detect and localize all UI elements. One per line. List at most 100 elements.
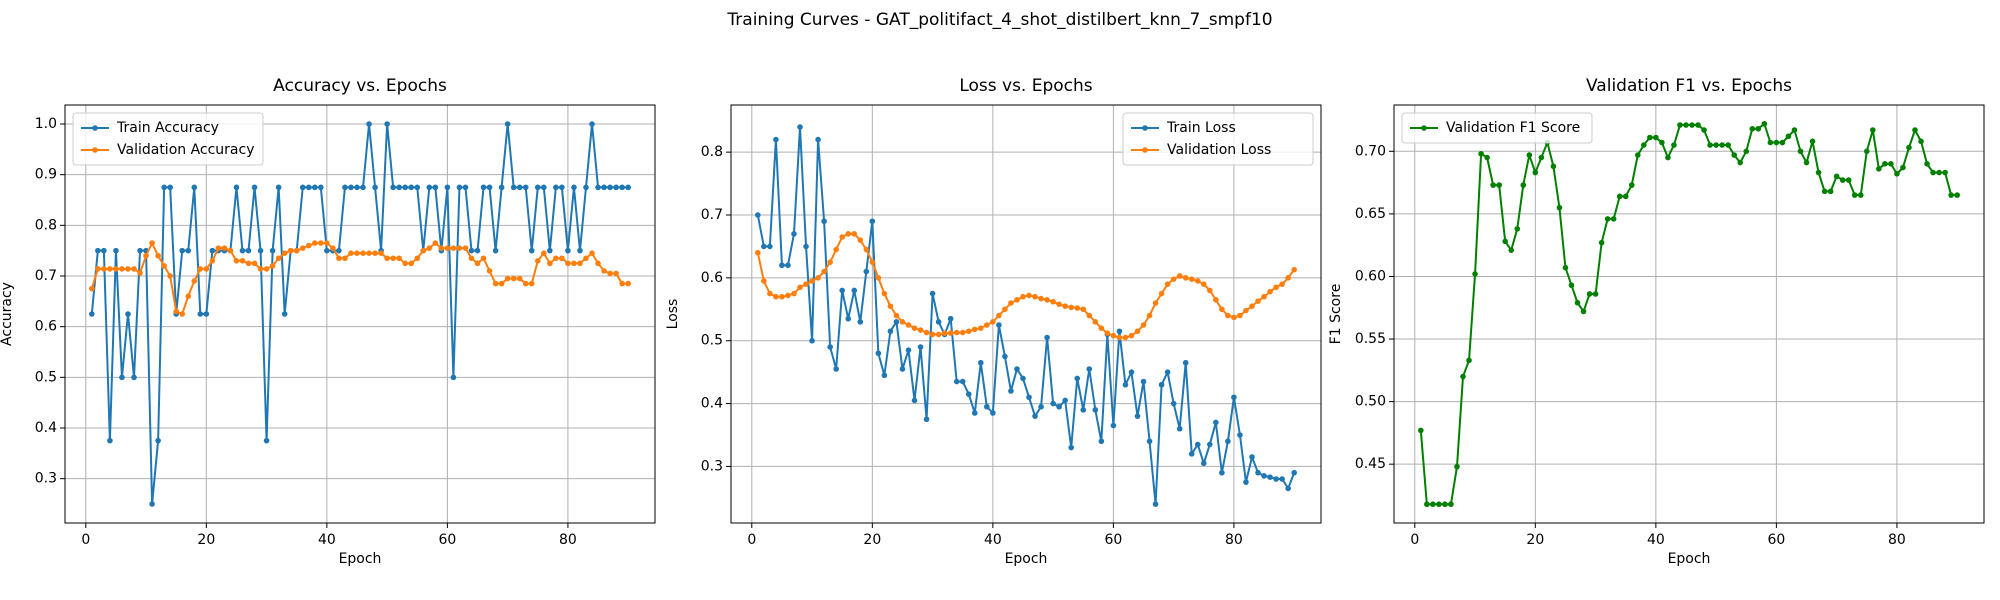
point xyxy=(450,374,457,381)
point xyxy=(492,247,499,254)
point xyxy=(1930,169,1936,176)
point xyxy=(1580,308,1587,315)
x-tick-label: 60 xyxy=(1767,532,1785,548)
point xyxy=(1237,432,1243,438)
point xyxy=(1466,357,1472,364)
point xyxy=(1562,264,1569,271)
y-tick-label: 0.3 xyxy=(701,458,723,474)
point xyxy=(432,240,439,246)
point xyxy=(1225,438,1231,445)
point xyxy=(1894,171,1900,177)
point xyxy=(827,344,833,350)
point xyxy=(1851,192,1858,198)
point xyxy=(1164,369,1171,375)
axes-frame xyxy=(730,104,1322,524)
point xyxy=(809,337,815,344)
point xyxy=(1677,122,1683,128)
y-tick-label: 1.0 xyxy=(35,116,57,132)
point xyxy=(589,121,595,127)
point xyxy=(1273,476,1279,482)
point xyxy=(396,255,402,262)
point xyxy=(821,268,827,275)
point xyxy=(791,290,797,297)
point xyxy=(1291,469,1297,476)
point xyxy=(1014,366,1020,372)
x-tick-label: 80 xyxy=(559,532,577,548)
point xyxy=(917,327,924,333)
x-tick-label: 40 xyxy=(318,532,336,548)
point xyxy=(1213,297,1219,303)
axes-frame xyxy=(64,104,656,524)
point xyxy=(1514,226,1521,232)
point xyxy=(1158,290,1165,297)
point xyxy=(1146,438,1153,445)
point xyxy=(1050,400,1056,407)
point xyxy=(474,247,481,254)
point xyxy=(281,250,288,256)
axis-title: Accuracy vs. Epochs xyxy=(273,76,447,96)
series-line xyxy=(1419,122,1958,506)
point xyxy=(245,260,252,267)
point xyxy=(1641,142,1647,148)
point xyxy=(504,275,511,282)
point xyxy=(456,184,463,191)
point xyxy=(312,184,318,191)
x-tick-label: 60 xyxy=(1104,532,1122,548)
point xyxy=(1556,204,1563,211)
point xyxy=(1122,334,1129,341)
point xyxy=(1243,479,1249,485)
point xyxy=(1188,276,1195,282)
y-tick-label: 0.7 xyxy=(701,207,723,223)
point xyxy=(299,184,306,191)
point xyxy=(941,330,948,336)
point xyxy=(1653,134,1659,141)
point xyxy=(1068,304,1074,311)
series-line xyxy=(90,123,629,505)
point xyxy=(1882,161,1888,167)
point xyxy=(275,255,282,262)
point xyxy=(1616,193,1623,200)
y-tick-label: 0.55 xyxy=(1355,331,1386,347)
point xyxy=(1116,334,1123,341)
point xyxy=(1520,182,1527,188)
point xyxy=(384,121,390,127)
point xyxy=(191,184,198,191)
point xyxy=(179,247,186,254)
point xyxy=(137,247,143,254)
point xyxy=(149,240,155,246)
point xyxy=(131,374,137,381)
point xyxy=(959,329,966,336)
point xyxy=(336,255,342,262)
x-tick-label: 20 xyxy=(863,532,881,548)
y-tick-label: 0.8 xyxy=(35,217,57,233)
point xyxy=(390,184,396,191)
point xyxy=(125,266,131,272)
point xyxy=(1472,271,1478,277)
point xyxy=(438,245,445,251)
point xyxy=(619,184,625,191)
y-tick-label: 0.8 xyxy=(701,144,723,160)
point xyxy=(1737,159,1744,166)
point xyxy=(761,278,767,284)
point xyxy=(305,184,312,191)
point xyxy=(978,325,984,331)
point xyxy=(803,281,809,287)
point xyxy=(1936,169,1942,176)
point xyxy=(1484,154,1490,161)
point xyxy=(1731,152,1737,158)
point xyxy=(755,212,761,218)
point xyxy=(348,184,354,191)
point xyxy=(947,315,954,322)
point xyxy=(390,255,396,262)
point xyxy=(1888,161,1894,167)
point xyxy=(1291,266,1297,273)
point xyxy=(547,260,553,267)
point xyxy=(1255,469,1261,476)
point xyxy=(875,275,882,281)
point xyxy=(833,246,839,253)
point xyxy=(965,328,972,335)
point xyxy=(827,259,833,265)
x-axis-label: Epoch xyxy=(1668,551,1711,567)
point xyxy=(1116,328,1123,335)
point xyxy=(607,270,613,277)
